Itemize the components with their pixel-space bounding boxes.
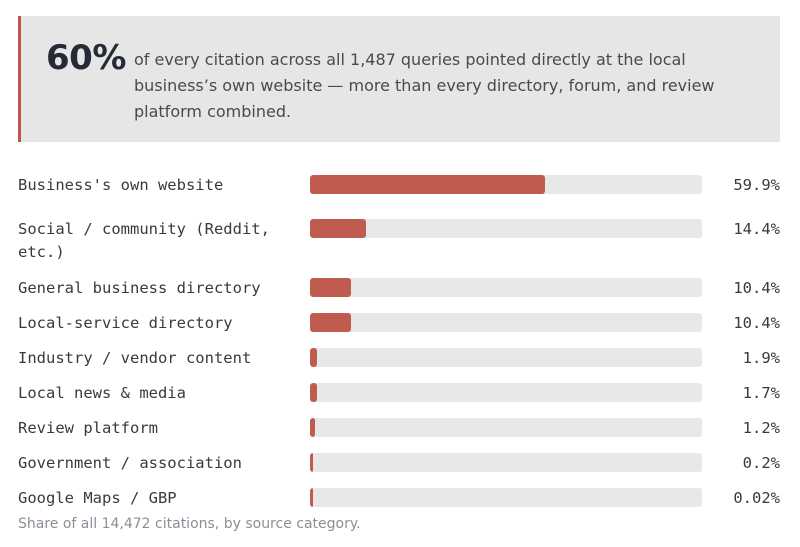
bar-track xyxy=(310,348,702,367)
bar-value-label: 0.02% xyxy=(733,489,780,507)
chart-caption: Share of all 14,472 citations, by source… xyxy=(18,516,361,532)
highlight-callout: 60% of every citation across all 1,487 q… xyxy=(18,16,780,142)
bar-label: Social / community (Reddit, etc.) xyxy=(18,220,270,261)
bar-label: Business's own website xyxy=(18,176,224,194)
bar-value-label: 0.2% xyxy=(742,454,780,472)
bar-label: Local news & media xyxy=(18,384,186,402)
bar-label: Government / association xyxy=(18,454,242,472)
bar xyxy=(310,175,545,194)
bar-track xyxy=(310,418,702,437)
bar-track xyxy=(310,219,702,238)
bar-value-label: 1.2% xyxy=(742,419,780,437)
bar-track xyxy=(310,175,702,194)
bar-label: Local-service directory xyxy=(18,314,233,332)
callout-stat: 60% xyxy=(46,38,126,78)
bar xyxy=(310,488,313,507)
bar-track xyxy=(310,383,702,402)
bar-value-label: 1.9% xyxy=(742,349,780,367)
bar-label: Review platform xyxy=(18,419,158,437)
bar-label: Google Maps / GBP xyxy=(18,489,177,507)
bar-label: Industry / vendor content xyxy=(18,349,252,367)
bar xyxy=(310,313,351,332)
bar xyxy=(310,348,318,367)
bar-value-label: 10.4% xyxy=(733,279,780,297)
bar xyxy=(310,383,317,402)
bar-track xyxy=(310,453,702,472)
bar xyxy=(310,219,367,238)
bar-track xyxy=(310,488,702,507)
bar xyxy=(310,418,315,437)
bar-value-label: 1.7% xyxy=(742,384,780,402)
bar-track xyxy=(310,313,702,332)
bar xyxy=(310,453,313,472)
callout-text: of every citation across all 1,487 queri… xyxy=(134,50,715,121)
bar-track xyxy=(310,278,702,297)
bar xyxy=(310,278,351,297)
bar-value-label: 59.9% xyxy=(733,176,780,194)
bar-value-label: 10.4% xyxy=(733,314,780,332)
bar-label: General business directory xyxy=(18,279,261,297)
bar-value-label: 14.4% xyxy=(733,220,780,238)
